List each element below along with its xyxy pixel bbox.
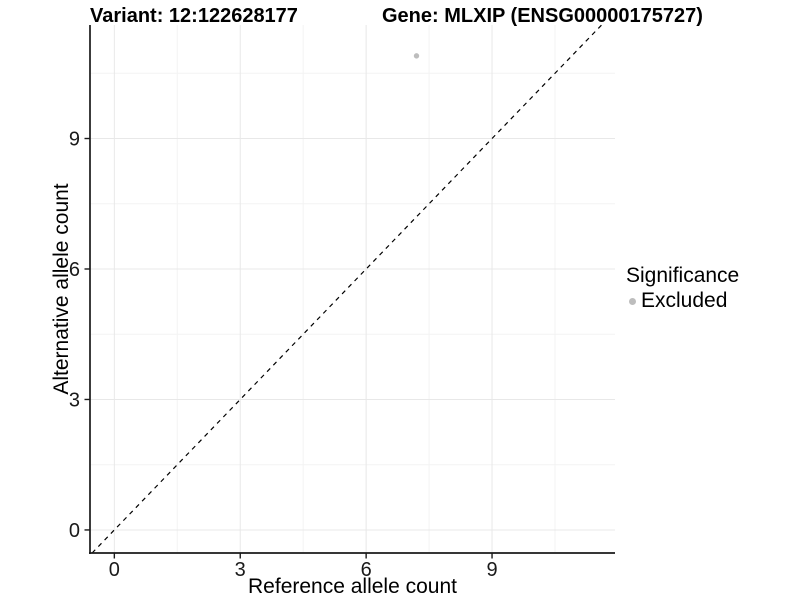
legend: Significance Excluded: [626, 264, 739, 313]
y-tick-label: 3: [69, 389, 80, 411]
legend-title: Significance: [626, 264, 740, 287]
x-tick-label: 0: [109, 559, 120, 581]
gene-title: Gene: MLXIP (ENSG00000175727): [382, 5, 703, 27]
y-tick-label: 0: [69, 520, 80, 542]
legend-item-label: Excluded: [641, 289, 728, 312]
data-point: [413, 53, 420, 59]
x-axis-title: Reference allele count: [248, 575, 457, 598]
variant-title: Variant: 12:122628177: [90, 5, 298, 27]
x-tick-label: 3: [235, 559, 246, 581]
legend-item-excluded: Excluded: [629, 289, 739, 313]
identity-line: [91, 24, 603, 554]
y-axis-title: Alternative allele count: [50, 183, 73, 395]
excluded-point-swatch: [629, 297, 636, 305]
x-tick-label: 9: [486, 559, 497, 581]
y-tick-label: 6: [69, 259, 80, 281]
y-tick-label: 9: [69, 129, 80, 151]
x-tick-label: 6: [361, 559, 372, 581]
